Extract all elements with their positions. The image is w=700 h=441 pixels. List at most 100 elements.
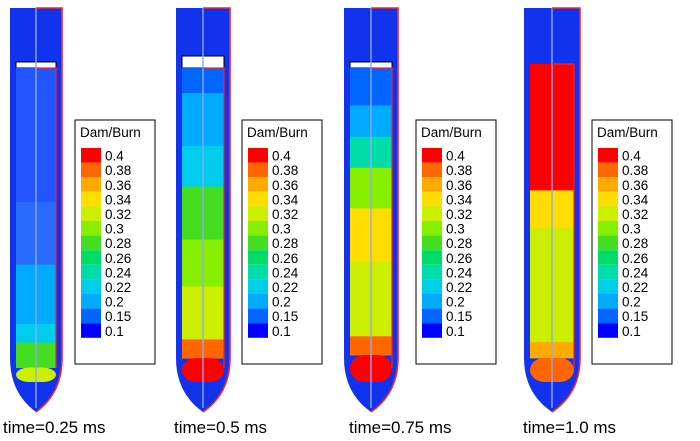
legend-level: 0.38 <box>446 163 472 178</box>
time-label: time=0.25 ms <box>3 418 106 437</box>
legend-swatch <box>422 221 442 236</box>
legend-swatch <box>81 235 101 251</box>
panel-1: Dam/Burn0.40.380.360.340.320.30.280.260.… <box>3 7 156 437</box>
legend-level: 0.36 <box>272 178 298 193</box>
legend-level: 0.1 <box>272 324 291 339</box>
colorbar-legend: Dam/Burn0.40.380.360.340.320.30.280.260.… <box>415 119 497 365</box>
legend-swatch <box>81 279 101 294</box>
legend-swatch <box>248 148 268 163</box>
legend-swatch <box>248 162 268 178</box>
legend-swatch <box>598 308 618 324</box>
legend-swatch <box>248 308 268 324</box>
colorbar-legend: Dam/Burn0.40.380.360.340.320.30.280.260.… <box>591 119 673 365</box>
legend-swatch <box>81 221 101 236</box>
legend-swatch <box>422 235 442 251</box>
legend-level: 0.24 <box>622 265 649 280</box>
legend-level: 0.28 <box>105 236 131 251</box>
legend-level: 0.4 <box>105 149 124 164</box>
legend-level: 0.24 <box>272 265 299 280</box>
mesh-outline <box>202 7 231 413</box>
legend-level: 0.1 <box>622 324 641 339</box>
legend-swatch <box>248 235 268 251</box>
legend-level: 0.34 <box>622 192 649 207</box>
panel-4: Dam/Burn0.40.380.360.340.320.30.280.260.… <box>523 7 673 437</box>
mesh-outline <box>35 7 63 413</box>
legend-level: 0.34 <box>446 192 473 207</box>
legend-swatch <box>422 148 442 163</box>
legend-level: 0.28 <box>622 236 648 251</box>
legend-level: 0.4 <box>272 149 291 164</box>
legend-swatch <box>81 162 101 178</box>
time-label: time=0.5 ms <box>174 418 267 437</box>
legend-swatch <box>598 235 618 251</box>
legend-swatch <box>81 148 101 163</box>
legend-swatch <box>598 264 618 280</box>
legend-level: 0.28 <box>272 236 298 251</box>
legend-swatch <box>598 191 618 207</box>
legend-title: Dam/Burn <box>80 125 141 140</box>
legend-level: 0.36 <box>622 178 648 193</box>
legend-swatch <box>598 148 618 163</box>
time-label: time=0.75 ms <box>349 418 452 437</box>
legend-swatch <box>422 279 442 294</box>
legend-level: 0.3 <box>446 222 465 237</box>
legend-level: 0.28 <box>446 236 472 251</box>
legend-level: 0.24 <box>446 265 473 280</box>
legend-level: 0.15 <box>272 309 298 324</box>
legend-level: 0.2 <box>272 295 291 310</box>
legend-swatch <box>248 250 268 265</box>
legend-swatch <box>598 250 618 265</box>
legend-level: 0.22 <box>272 280 298 295</box>
legend-level: 0.38 <box>105 163 131 178</box>
legend-level: 0.32 <box>622 207 648 222</box>
legend-level: 0.32 <box>446 207 472 222</box>
legend-swatch <box>248 264 268 280</box>
legend-swatch <box>422 250 442 265</box>
legend-swatch <box>422 323 442 338</box>
legend-level: 0.24 <box>105 265 132 280</box>
legend-title: Dam/Burn <box>421 125 482 140</box>
legend-level: 0.34 <box>272 192 299 207</box>
legend-level: 0.32 <box>105 207 131 222</box>
legend-swatch <box>81 177 101 192</box>
legend-swatch <box>422 162 442 178</box>
legend-swatch <box>598 294 618 309</box>
legend-swatch <box>81 308 101 324</box>
legend-swatch <box>248 221 268 236</box>
legend-level: 0.22 <box>622 280 648 295</box>
legend-swatch <box>422 308 442 324</box>
legend-swatch <box>81 206 101 221</box>
mesh-outline <box>551 7 581 413</box>
legend-level: 0.1 <box>105 324 124 339</box>
legend-swatch <box>81 191 101 207</box>
legend-swatch <box>598 162 618 178</box>
legend-swatch <box>598 177 618 192</box>
legend-swatch <box>422 177 442 192</box>
legend-level: 0.34 <box>105 192 132 207</box>
legend-level: 0.2 <box>622 295 641 310</box>
inner-outline <box>371 67 393 368</box>
legend-swatch <box>248 294 268 309</box>
legend-swatch <box>248 177 268 192</box>
legend-swatch <box>598 221 618 236</box>
legend-swatch <box>422 294 442 309</box>
legend-title: Dam/Burn <box>597 125 658 140</box>
legend-level: 0.26 <box>272 251 298 266</box>
legend-level: 0.36 <box>446 178 472 193</box>
legend-level: 0.36 <box>105 178 131 193</box>
legend-level: 0.22 <box>105 280 131 295</box>
legend-level: 0.15 <box>622 309 648 324</box>
legend-swatch <box>422 264 442 280</box>
legend-level: 0.26 <box>105 251 131 266</box>
inner-outline <box>36 67 57 368</box>
legend-swatch <box>81 323 101 338</box>
legend-swatch <box>422 206 442 221</box>
time-label: time=1.0 ms <box>523 418 616 437</box>
legend-level: 0.3 <box>622 222 641 237</box>
legend-swatch <box>248 206 268 221</box>
legend-swatch <box>81 264 101 280</box>
legend-level: 0.22 <box>446 280 472 295</box>
mesh-outline <box>370 7 399 413</box>
legend-level: 0.3 <box>272 222 291 237</box>
